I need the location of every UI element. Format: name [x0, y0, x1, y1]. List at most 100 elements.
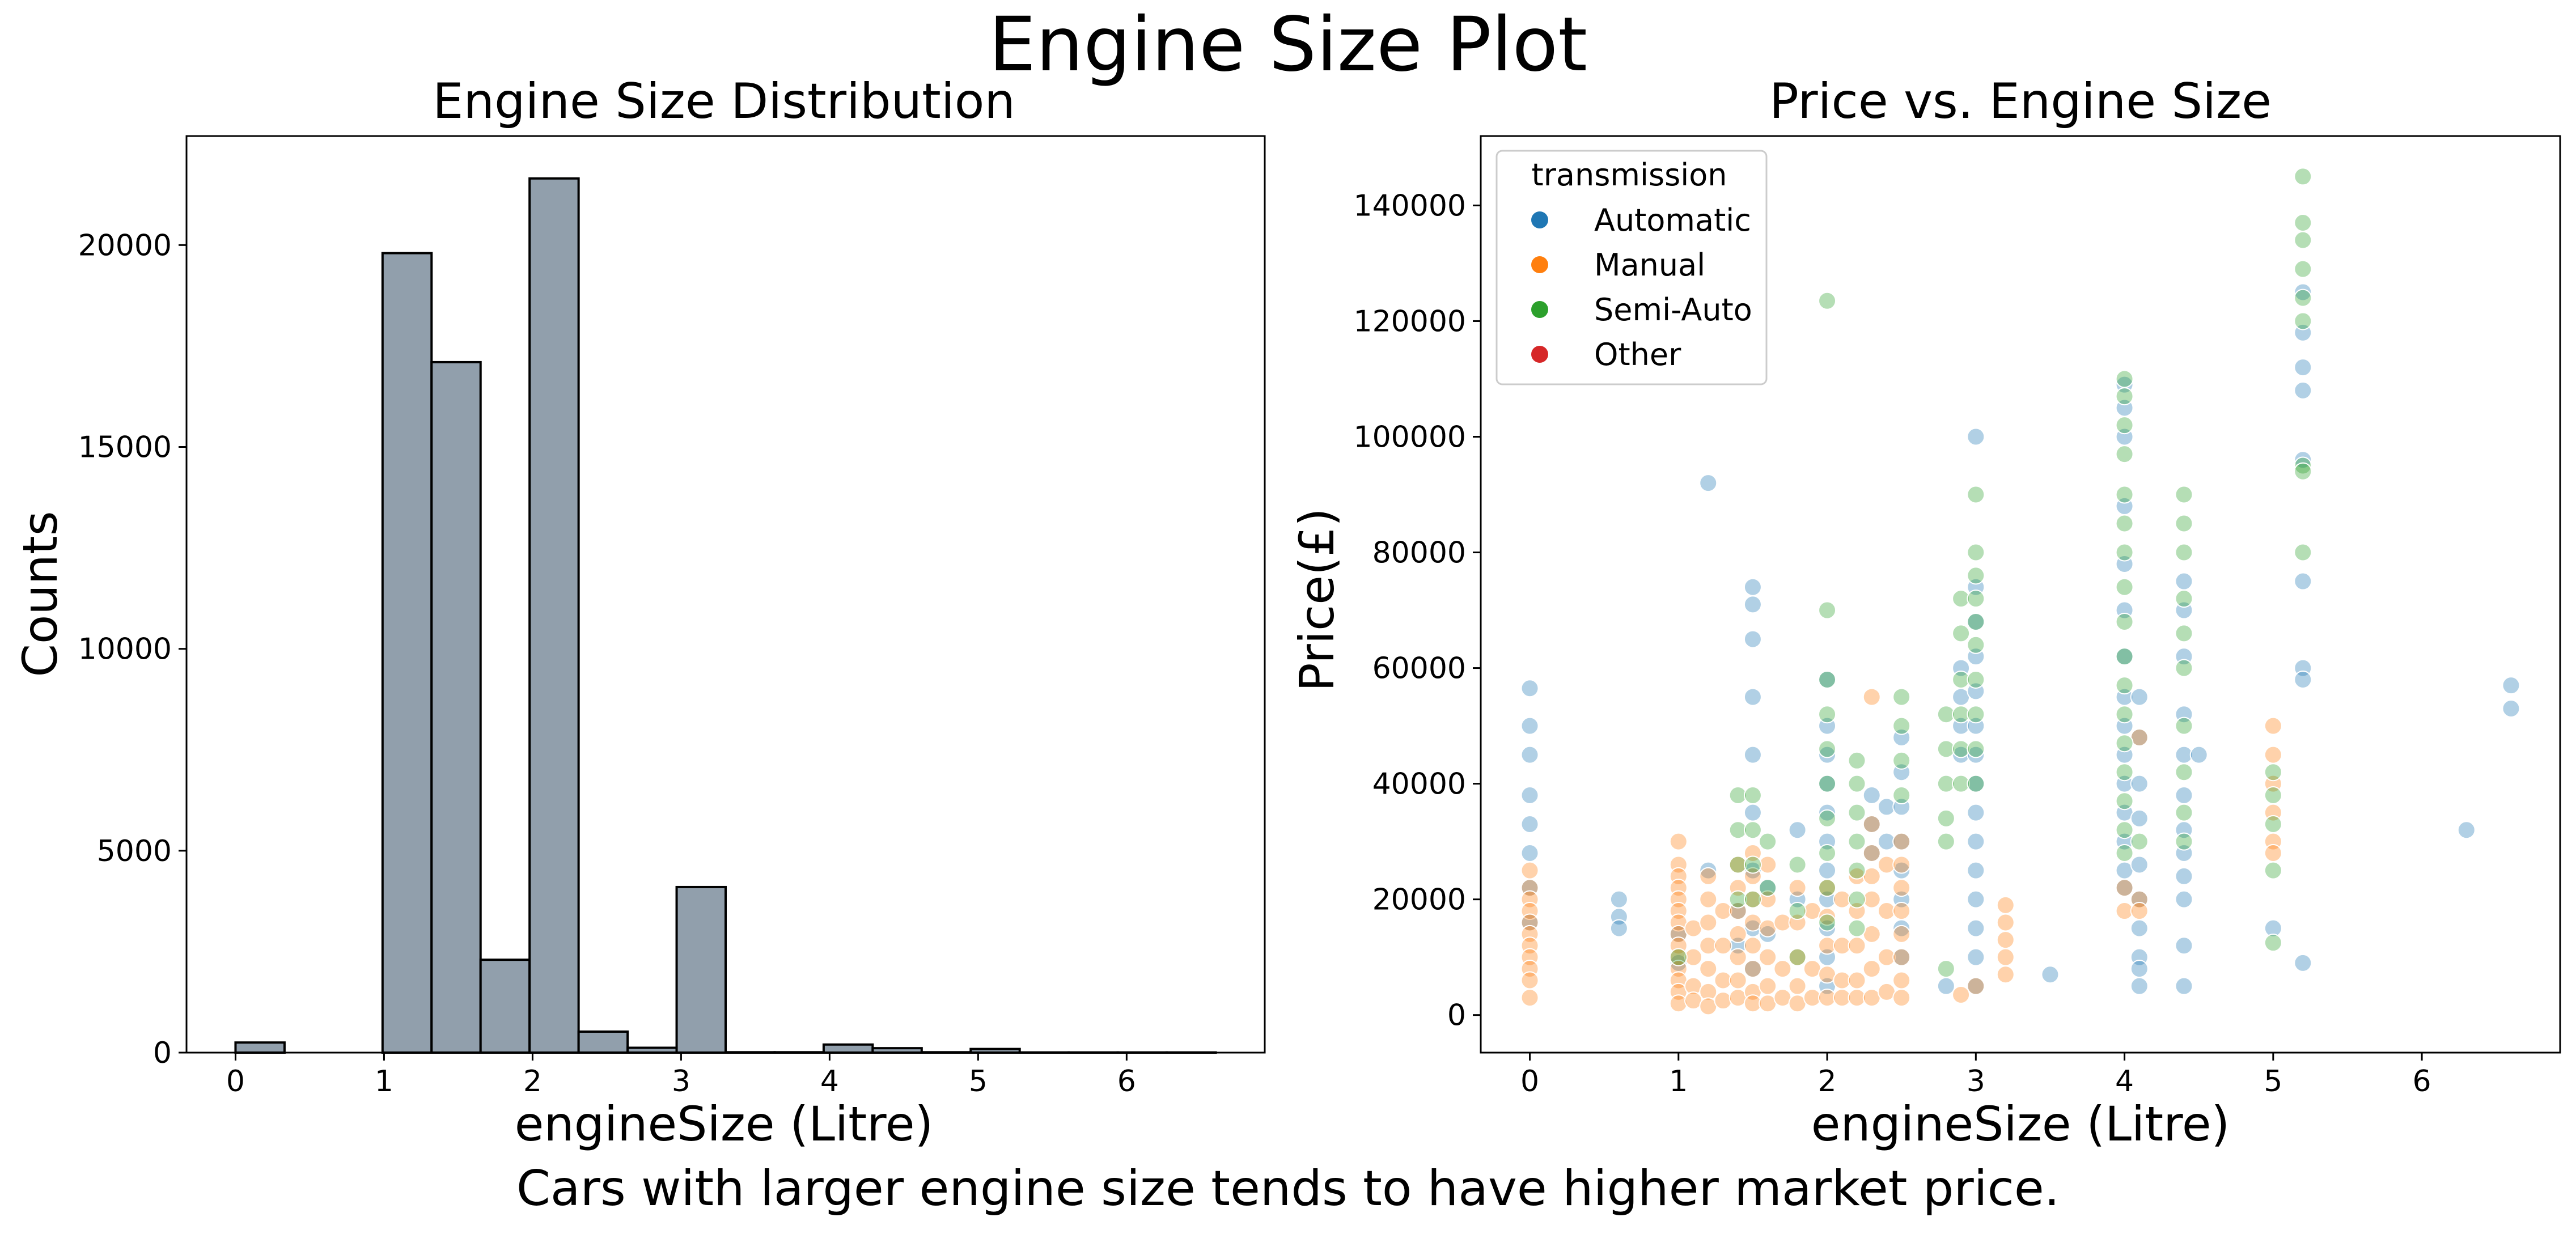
scatter-point [2130, 688, 2149, 706]
scatter-point [2294, 260, 2312, 278]
scatter-point [1788, 902, 1807, 921]
scatter-point [2294, 670, 2312, 689]
scatter-point [2115, 879, 2134, 897]
scatter-point [1714, 902, 1732, 921]
scatter-point [1788, 977, 1807, 995]
scatter-point [1967, 803, 1985, 822]
y-tick-label: 60000 [1372, 652, 1466, 686]
scatter-point [1833, 890, 1852, 909]
scatter-point [1520, 745, 1539, 764]
scatter-point [1952, 590, 1971, 608]
scatter-point [1937, 832, 1955, 851]
scatter-point [2175, 572, 2193, 591]
scatter-point [2294, 312, 2312, 330]
scatter-point [2115, 485, 2134, 504]
scatter-point [2115, 416, 2134, 435]
scatter-point [1967, 612, 1985, 631]
x-tick-label: 6 [2413, 1065, 2431, 1099]
scatter-point [1862, 786, 1881, 805]
scatter-point [1759, 977, 1777, 995]
scatter-point [2294, 381, 2312, 400]
x-tick-label: 5 [2264, 1065, 2282, 1099]
scatter-point [2294, 462, 2312, 481]
scatter-point [1967, 861, 1985, 880]
scatter-point [2264, 861, 2282, 880]
scatter-point [1862, 890, 1881, 909]
x-tick-label: 6 [1117, 1065, 1136, 1099]
scatter-point [1967, 670, 1985, 689]
histogram-y-axis-label: Counts [12, 511, 68, 677]
scatter-point [1684, 948, 1703, 966]
scatter-point [1937, 705, 1955, 724]
scatter-point [2189, 745, 2208, 764]
scatter-point [1818, 740, 1837, 758]
scatter-point [2175, 867, 2193, 885]
scatter-point [1743, 994, 1762, 1013]
histogram-bars [234, 177, 1217, 1054]
scatter-point [1848, 751, 1866, 770]
legend-label: Manual [1594, 247, 1705, 283]
scatter-point [1996, 965, 2015, 984]
scatter-point [1818, 861, 1837, 880]
scatter-point [1520, 989, 1539, 1007]
histogram-bar [381, 252, 433, 1054]
scatter-point [1848, 803, 1866, 822]
scatter-point [1699, 474, 1718, 493]
scatter-point [2041, 965, 2060, 984]
scatter-point [2175, 514, 2193, 533]
scatter-point [2115, 734, 2134, 753]
histogram-bar [234, 1041, 286, 1054]
scatter-point [1743, 803, 1762, 822]
x-tick-label: 4 [820, 1065, 839, 1099]
scatter-point [1759, 879, 1777, 897]
scatter-point [2175, 803, 2193, 822]
legend-marker [1531, 256, 1548, 273]
scatter-point [1848, 989, 1866, 1007]
scatter-point [1892, 786, 1911, 805]
scatter-point [1743, 960, 1762, 978]
scatter-point [1848, 774, 1866, 793]
scatter-point [1937, 740, 1955, 758]
scatter-point [1520, 786, 1539, 805]
scatter-point [1728, 971, 1747, 990]
scatter-point [2294, 231, 2312, 249]
scatter-point [1818, 908, 1837, 926]
scatter-point [1967, 832, 1985, 851]
scatter-point [2115, 387, 2134, 406]
scatter-point [2115, 445, 2134, 464]
legend-label: Automatic [1594, 202, 1751, 238]
scatter-point [1952, 670, 1971, 689]
scatter-title: Price vs. Engine Size [1769, 73, 2272, 130]
scatter-point [2115, 543, 2134, 562]
scatter-point [2264, 745, 2282, 764]
histogram-x-ticks: 0 1 2 3 4 5 6 [226, 1053, 1136, 1099]
scatter-point [1967, 740, 1985, 758]
scatter-point [2264, 716, 2282, 735]
scatter-point [1699, 861, 1718, 880]
scatter-point [1937, 977, 1955, 995]
scatter-point [1892, 902, 1911, 921]
scatter-point [1743, 936, 1762, 955]
scatter-point [2175, 659, 2193, 677]
histogram-x-axis-label: engineSize (Litre) [515, 1096, 934, 1152]
scatter-point [1743, 890, 1762, 909]
scatter-point [2175, 936, 2193, 955]
scatter-point [1669, 948, 1688, 966]
scatter-point [1669, 994, 1688, 1013]
scatter-point [1937, 960, 1955, 978]
scatter-point [2502, 699, 2520, 718]
scatter-point [2130, 832, 2149, 851]
legend-marker [1531, 346, 1548, 363]
scatter-point [1520, 679, 1539, 698]
scatter-point [2264, 815, 2282, 834]
scatter-point [2130, 977, 2149, 995]
scatter-point [1743, 821, 1762, 839]
scatter-point [1759, 925, 1777, 943]
scatter-point [1952, 624, 1971, 643]
scatter-point [1520, 844, 1539, 863]
scatter-point [1818, 844, 1837, 863]
scatter-point [1743, 745, 1762, 764]
scatter-point [1743, 578, 1762, 596]
scatter-point [1699, 982, 1718, 1001]
y-tick-label: 5000 [97, 834, 172, 868]
